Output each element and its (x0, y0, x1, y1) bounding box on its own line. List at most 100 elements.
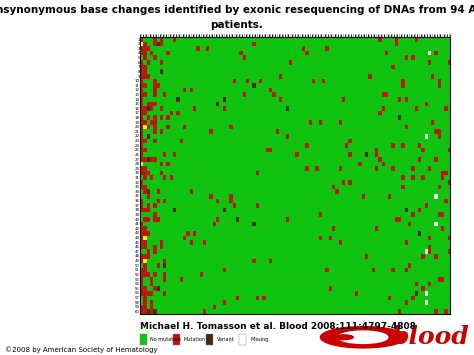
Text: 22: 22 (135, 135, 140, 138)
Text: |: | (412, 33, 413, 37)
Text: 15: 15 (135, 102, 140, 106)
Text: |: | (399, 33, 400, 37)
Text: 41: 41 (135, 222, 140, 226)
Text: |: | (392, 33, 393, 37)
Text: |: | (246, 33, 248, 37)
Text: |: | (260, 33, 261, 37)
Text: Michael H. Tomasson et al. Blood 2008;111:4797-4808: Michael H. Tomasson et al. Blood 2008;11… (140, 321, 416, 330)
Text: |: | (237, 33, 238, 37)
Text: |: | (177, 33, 178, 37)
Text: |: | (220, 33, 221, 37)
Text: 29: 29 (135, 167, 140, 171)
Text: |: | (428, 33, 429, 37)
Text: |: | (425, 33, 426, 37)
Text: |: | (240, 33, 241, 37)
Text: |: | (319, 33, 320, 37)
Text: |: | (382, 33, 383, 37)
Text: 3: 3 (137, 47, 140, 51)
Text: 51: 51 (135, 268, 140, 272)
Text: |: | (283, 33, 284, 37)
Text: |: | (313, 33, 314, 37)
Text: 18: 18 (135, 116, 140, 120)
Text: 46: 46 (135, 245, 140, 249)
Text: |: | (296, 33, 297, 37)
Text: 59: 59 (135, 305, 140, 309)
Text: 54: 54 (135, 282, 140, 286)
Text: 49: 49 (135, 259, 140, 263)
Text: |: | (214, 33, 215, 37)
Text: |: | (151, 33, 152, 37)
Text: No mutation: No mutation (150, 337, 181, 342)
Text: |: | (167, 33, 168, 37)
Text: |: | (329, 33, 330, 37)
Text: |: | (432, 33, 433, 37)
Text: |: | (141, 33, 142, 37)
Text: |: | (293, 33, 294, 37)
Text: 19: 19 (135, 121, 140, 125)
Bar (239, 334, 246, 345)
Text: 4: 4 (137, 51, 140, 55)
Text: |: | (372, 33, 373, 37)
Text: |: | (290, 33, 291, 37)
Text: |: | (442, 33, 443, 37)
Text: ©2008 by American Society of Hematology: ©2008 by American Society of Hematology (5, 346, 157, 353)
Text: 26: 26 (135, 153, 140, 157)
Text: |: | (210, 33, 211, 37)
Text: |: | (415, 33, 416, 37)
Text: |: | (243, 33, 245, 37)
Text: |: | (346, 33, 347, 37)
Text: |: | (276, 33, 277, 37)
Text: |: | (349, 33, 350, 37)
Text: |: | (161, 33, 162, 37)
Text: |: | (448, 33, 449, 37)
Text: 45: 45 (135, 241, 140, 245)
Text: |: | (336, 33, 337, 37)
Text: |: | (227, 33, 228, 37)
Text: 5: 5 (137, 56, 140, 60)
Circle shape (320, 327, 406, 348)
Text: |: | (256, 33, 257, 37)
Text: |: | (362, 33, 363, 37)
Text: |: | (174, 33, 175, 37)
Bar (140, 334, 147, 345)
Text: |: | (375, 33, 376, 37)
Text: |: | (306, 33, 307, 37)
Text: |: | (286, 33, 287, 37)
Text: |: | (157, 33, 158, 37)
Text: 52: 52 (135, 273, 140, 277)
Text: 10: 10 (135, 79, 140, 83)
Text: |: | (144, 33, 146, 37)
Text: |: | (184, 33, 185, 37)
Text: 58: 58 (135, 301, 140, 305)
Text: |: | (389, 33, 390, 37)
Text: 11: 11 (135, 84, 140, 88)
Text: Variant: Variant (217, 337, 235, 342)
Text: |: | (270, 33, 271, 37)
Text: 31: 31 (135, 176, 140, 180)
Text: 2: 2 (137, 42, 140, 46)
Text: 44: 44 (135, 236, 140, 240)
Text: 12: 12 (135, 88, 140, 92)
Text: |: | (342, 33, 344, 37)
Text: |: | (181, 33, 182, 37)
Circle shape (338, 331, 388, 343)
Text: 17: 17 (135, 111, 140, 115)
Text: |: | (438, 33, 439, 37)
Text: |: | (326, 33, 327, 37)
Text: |: | (365, 33, 366, 37)
Text: 33: 33 (135, 185, 140, 189)
Text: |: | (359, 33, 360, 37)
Text: Nonsynonymous base changes identified by exonic resequencing of DNAs from 94 AML: Nonsynonymous base changes identified by… (0, 5, 474, 15)
Text: |: | (369, 33, 370, 37)
Text: |: | (204, 33, 205, 37)
Text: |: | (402, 33, 403, 37)
Text: 27: 27 (135, 158, 140, 162)
Text: |: | (217, 33, 218, 37)
Text: |: | (154, 33, 155, 37)
Text: |: | (197, 33, 198, 37)
Text: |: | (323, 33, 324, 37)
Text: 36: 36 (135, 199, 140, 203)
Text: 20: 20 (135, 125, 140, 129)
Text: 50: 50 (135, 264, 140, 268)
Text: 35: 35 (135, 195, 140, 198)
